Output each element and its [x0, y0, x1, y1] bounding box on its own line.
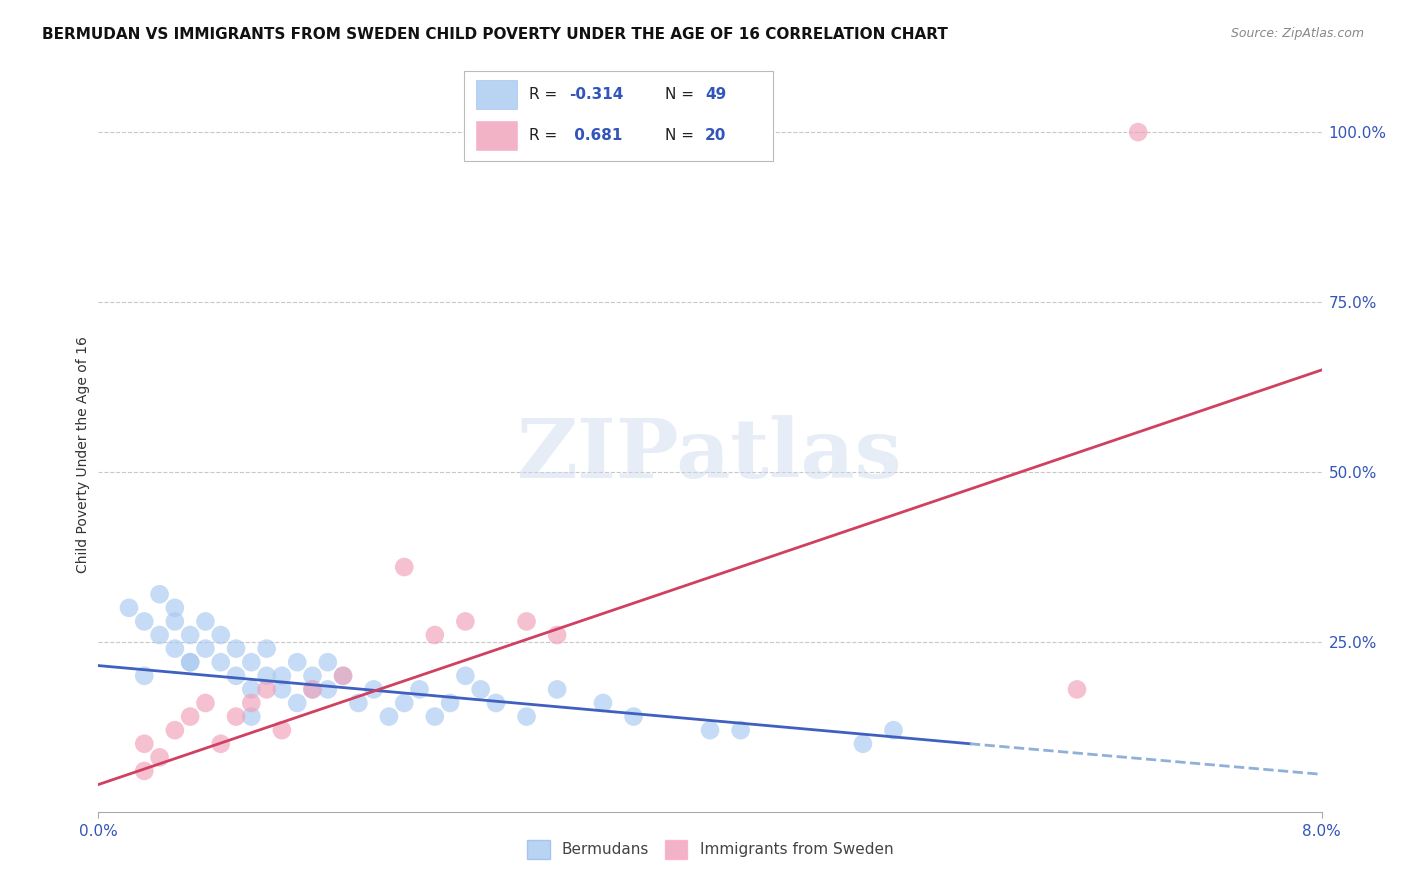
- Point: [134, 764, 156, 778]
- Point: [256, 669, 278, 683]
- Text: R =: R =: [529, 128, 562, 143]
- Point: [301, 669, 323, 683]
- Text: -0.314: -0.314: [569, 87, 623, 102]
- Point: [485, 696, 508, 710]
- Point: [454, 669, 477, 683]
- Point: [163, 723, 186, 738]
- Point: [516, 615, 538, 629]
- Point: [392, 560, 416, 574]
- Point: [378, 709, 401, 723]
- Point: [270, 669, 294, 683]
- Point: [454, 615, 477, 629]
- Point: [134, 615, 156, 629]
- Point: [163, 641, 186, 656]
- Point: [134, 669, 156, 683]
- Point: [285, 696, 308, 710]
- Point: [225, 641, 247, 656]
- Point: [118, 600, 141, 615]
- Legend: Bermudans, Immigrants from Sweden: Bermudans, Immigrants from Sweden: [520, 834, 900, 864]
- Point: [423, 628, 446, 642]
- FancyBboxPatch shape: [477, 121, 516, 150]
- Point: [240, 682, 263, 697]
- Point: [1128, 125, 1150, 139]
- Text: 0.681: 0.681: [569, 128, 623, 143]
- Text: Source: ZipAtlas.com: Source: ZipAtlas.com: [1230, 27, 1364, 40]
- Point: [240, 655, 263, 669]
- Point: [516, 709, 538, 723]
- Point: [592, 696, 614, 710]
- Point: [163, 615, 186, 629]
- Point: [285, 655, 308, 669]
- Point: [209, 737, 232, 751]
- Point: [439, 696, 461, 710]
- Point: [256, 641, 278, 656]
- Point: [316, 655, 339, 669]
- Point: [423, 709, 446, 723]
- Text: 49: 49: [706, 87, 727, 102]
- Point: [134, 737, 156, 751]
- Point: [209, 628, 232, 642]
- Point: [194, 696, 217, 710]
- Text: N =: N =: [665, 87, 699, 102]
- Point: [623, 709, 645, 723]
- Text: 20: 20: [706, 128, 727, 143]
- Point: [149, 587, 172, 601]
- Point: [225, 669, 247, 683]
- Point: [256, 682, 278, 697]
- Point: [179, 709, 201, 723]
- Point: [179, 628, 201, 642]
- Y-axis label: Child Poverty Under the Age of 16: Child Poverty Under the Age of 16: [76, 336, 90, 574]
- Text: R =: R =: [529, 87, 562, 102]
- Point: [852, 737, 875, 751]
- Point: [209, 655, 232, 669]
- Point: [699, 723, 721, 738]
- Point: [179, 655, 201, 669]
- Point: [392, 696, 416, 710]
- Point: [194, 641, 217, 656]
- Point: [149, 750, 172, 764]
- Point: [301, 682, 323, 697]
- Point: [332, 669, 354, 683]
- Point: [316, 682, 339, 697]
- Point: [470, 682, 492, 697]
- Point: [270, 723, 294, 738]
- Point: [883, 723, 905, 738]
- Point: [149, 628, 172, 642]
- FancyBboxPatch shape: [477, 80, 516, 109]
- Point: [240, 696, 263, 710]
- Point: [730, 723, 752, 738]
- Text: N =: N =: [665, 128, 699, 143]
- Point: [225, 709, 247, 723]
- Point: [1066, 682, 1088, 697]
- Point: [332, 669, 354, 683]
- Text: BERMUDAN VS IMMIGRANTS FROM SWEDEN CHILD POVERTY UNDER THE AGE OF 16 CORRELATION: BERMUDAN VS IMMIGRANTS FROM SWEDEN CHILD…: [42, 27, 948, 42]
- Point: [270, 682, 294, 697]
- Point: [194, 615, 217, 629]
- Point: [363, 682, 385, 697]
- Point: [163, 600, 186, 615]
- Point: [179, 655, 201, 669]
- Point: [301, 682, 323, 697]
- Point: [408, 682, 430, 697]
- Point: [347, 696, 370, 710]
- Point: [546, 628, 568, 642]
- Point: [546, 682, 568, 697]
- Point: [240, 709, 263, 723]
- Text: ZIPatlas: ZIPatlas: [517, 415, 903, 495]
- FancyBboxPatch shape: [464, 71, 773, 161]
